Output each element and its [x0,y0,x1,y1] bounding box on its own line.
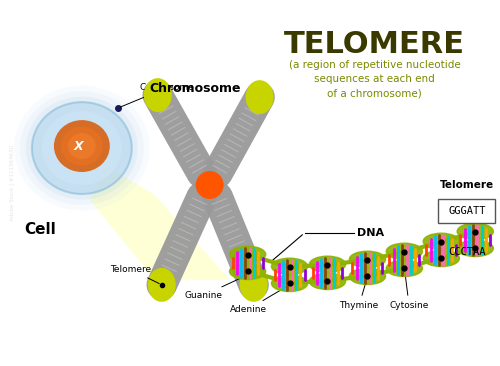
Ellipse shape [26,97,138,199]
Ellipse shape [424,234,460,250]
Text: Telomere: Telomere [440,180,494,190]
Ellipse shape [350,251,386,268]
Text: (a region of repetitive nucleotide
sequences at each end
of a chromosome): (a region of repetitive nucleotide seque… [288,60,460,98]
Text: Guanine: Guanine [184,276,245,300]
Ellipse shape [32,102,132,194]
Ellipse shape [458,240,493,257]
FancyBboxPatch shape [438,199,495,223]
Text: Adenine: Adenine [230,286,287,314]
Ellipse shape [458,223,493,239]
Ellipse shape [54,120,110,172]
Ellipse shape [42,111,122,185]
Text: CCCTAA: CCCTAA [448,247,486,257]
Polygon shape [90,165,230,280]
Text: DNA: DNA [358,228,384,238]
Text: GGGATT: GGGATT [448,206,486,216]
Ellipse shape [144,78,172,112]
Ellipse shape [386,243,422,259]
Ellipse shape [68,133,96,159]
Ellipse shape [61,127,103,165]
Text: Thymine: Thymine [340,280,378,310]
Text: X: X [74,139,84,153]
Ellipse shape [424,250,460,266]
Ellipse shape [230,246,266,262]
Text: Telomere: Telomere [110,265,160,284]
Text: TELOMERE: TELOMERE [284,30,465,59]
Text: Adobe Stock | #111964630: Adobe Stock | #111964630 [9,145,15,221]
Ellipse shape [196,171,224,199]
Ellipse shape [350,268,386,284]
Ellipse shape [246,80,274,114]
Ellipse shape [230,263,266,279]
Text: Cytosine: Cytosine [390,270,429,310]
Ellipse shape [20,91,144,205]
Ellipse shape [272,258,308,274]
Ellipse shape [310,256,346,272]
Ellipse shape [32,102,132,194]
Text: Centrosome: Centrosome [120,83,194,107]
Text: Chromosome: Chromosome [149,82,240,95]
Ellipse shape [148,268,176,302]
Ellipse shape [240,268,268,302]
Ellipse shape [14,86,150,210]
Ellipse shape [386,260,422,276]
Ellipse shape [310,273,346,290]
Text: Cell: Cell [24,223,56,238]
Ellipse shape [272,275,308,291]
